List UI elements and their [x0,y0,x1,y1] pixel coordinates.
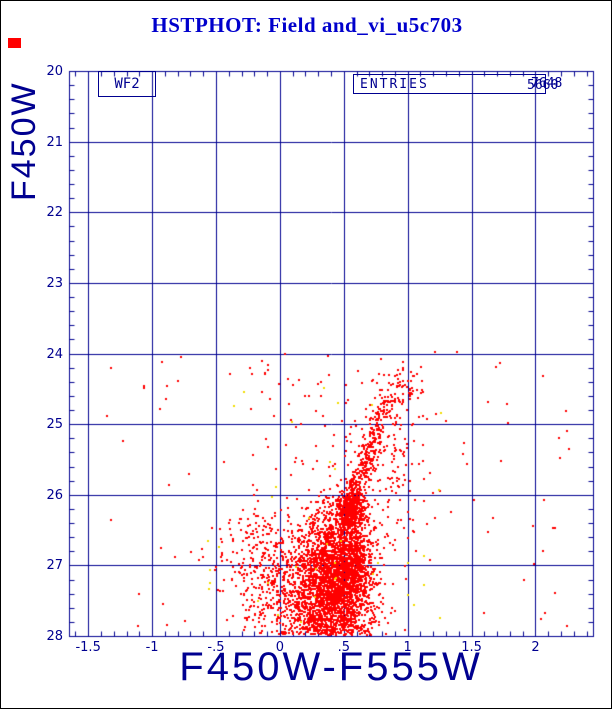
x-tick-label: -.5 [207,640,225,655]
x-axis-label: F450W-F555W [179,645,483,689]
y-tick-label: 22 [46,205,63,221]
x-tick-label: 1.5 [461,640,482,655]
y-tick-label: 25 [46,417,63,433]
y-tick-label: 20 [46,64,63,79]
entries-count: 7648 5660 [527,76,571,94]
y-tick-label: 27 [46,558,63,574]
entries-count-value: 7648 [531,76,563,91]
x-tick-label: -1 [145,640,159,655]
x-tick-label: -1.5 [75,640,101,655]
x-tick-label: 0 [275,640,285,655]
y-tick-label: 26 [46,487,63,503]
entries-box: ENTRIES [353,74,546,94]
y-tick-label: 21 [46,134,63,150]
red-marker-swatch [8,38,21,48]
y-tick-label: 24 [46,346,63,362]
x-tick-label: 2 [531,640,540,655]
x-tick-label: 1 [403,640,412,655]
detector-label-box: WF2 [98,71,156,97]
detector-label: WF2 [114,76,140,92]
entries-count-value-overstrike: 5660 [527,78,559,93]
page-title: HSTPHOT: Field and_vi_u5c703 [151,13,463,37]
x-tick-label: .5 [337,640,350,655]
y-tick-label: 23 [46,275,63,291]
entries-label: ENTRIES [360,77,429,92]
y-tick-label: 28 [46,629,63,644]
